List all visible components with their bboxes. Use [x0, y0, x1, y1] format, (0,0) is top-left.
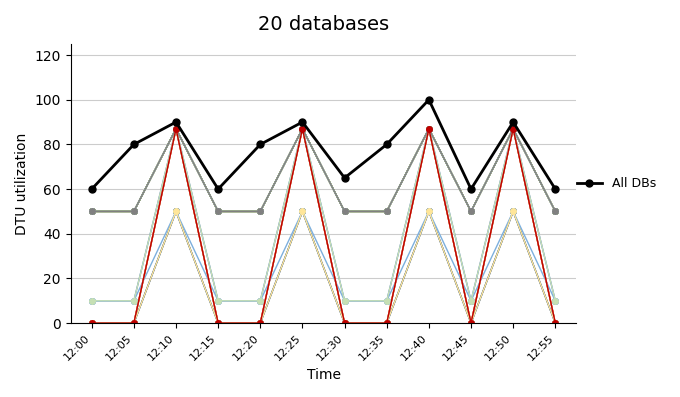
All DBs [425, 97, 433, 102]
All DBs [509, 119, 517, 124]
Y-axis label: DTU utilization: DTU utilization [15, 132, 29, 235]
All DBs [214, 187, 222, 191]
All DBs [172, 119, 180, 124]
All DBs [383, 142, 391, 147]
Legend: All DBs: All DBs [572, 172, 661, 195]
All DBs [551, 187, 560, 191]
Line: All DBs: All DBs [88, 96, 559, 193]
All DBs [256, 142, 265, 147]
Title: 20 databases: 20 databases [258, 15, 389, 34]
X-axis label: Time: Time [307, 368, 341, 382]
All DBs [130, 142, 138, 147]
All DBs [88, 187, 96, 191]
All DBs [341, 175, 349, 180]
All DBs [299, 119, 307, 124]
All DBs [467, 187, 475, 191]
